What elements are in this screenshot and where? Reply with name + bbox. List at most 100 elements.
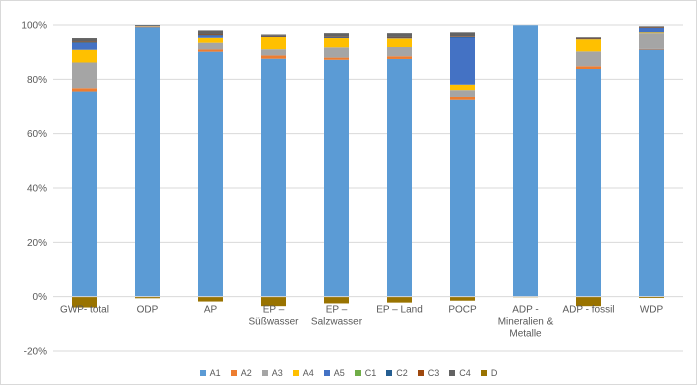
x-tick-label-line: Metalle <box>509 329 542 340</box>
bar-segment-a1 <box>72 91 97 297</box>
bar-segment-c4 <box>639 26 664 28</box>
legend-item: C3 <box>417 368 440 378</box>
legend-item: C1 <box>354 368 377 378</box>
bar-segment-a4 <box>387 38 412 48</box>
x-tick-label: EP – Land <box>376 305 423 316</box>
bar-segment-a4 <box>324 38 349 48</box>
bar-segment-a3 <box>639 33 664 49</box>
x-tick-label-line: POCP <box>448 305 477 316</box>
bar-segment-a5 <box>639 27 664 33</box>
y-axis-ticks: 100% 80% 60% 40% 20% 0% -20% <box>21 21 47 358</box>
legend-swatch <box>230 370 237 376</box>
x-tick-label: EP – Süßwasser <box>248 305 299 328</box>
bar-segment-c3 <box>450 36 475 37</box>
bar-segment-a3 <box>450 90 475 97</box>
x-tick-label: EP – Salzwasser <box>311 305 363 328</box>
y-tick-label: 0% <box>33 292 48 303</box>
legend-swatch <box>199 370 206 376</box>
bar-segment-a1 <box>450 99 475 297</box>
legend-swatch <box>261 370 268 376</box>
x-tick-label-line: GWP- total <box>60 305 109 316</box>
x-tick-label-line: EP – Land <box>376 305 423 316</box>
y-tick-label: 20% <box>27 238 47 249</box>
bar-segment-a2 <box>324 57 349 60</box>
bar-segment-a2 <box>72 88 97 92</box>
bar-segment-c4 <box>450 32 475 37</box>
legend-swatch <box>480 370 487 376</box>
bar-segment-a5 <box>198 35 223 38</box>
x-tick-label-line: EP – <box>263 305 285 316</box>
legend: A1 A2 A3 A4 A5 C1 C2 C3 C4 D <box>1 368 696 378</box>
bar-segment-a4 <box>576 39 601 52</box>
bar-segment-a1 <box>576 69 601 297</box>
bar-segment-c4 <box>576 37 601 39</box>
bar-segment-a2 <box>261 55 286 59</box>
bar-segment-a4 <box>450 84 475 91</box>
bar-segment-a2 <box>387 56 412 59</box>
bar-segment-c2 <box>72 42 97 43</box>
x-tick-label: GWP- total <box>60 305 109 316</box>
bar-segment-d <box>387 296 412 303</box>
y-tick-label: 40% <box>27 184 47 195</box>
x-tick-label: ADP -Mineralien & Metalle <box>498 305 554 340</box>
legend-swatch <box>354 370 361 376</box>
bar-segment-a2 <box>198 49 223 52</box>
legend-label: A2 <box>240 368 252 378</box>
bar-segment-c3 <box>261 35 286 37</box>
bar-segment-a5 <box>72 42 97 50</box>
bar-segment-c3 <box>324 36 349 38</box>
bar-segment-d <box>450 296 475 301</box>
bar-segment-a1 <box>387 58 412 297</box>
bar-segment-c3 <box>576 38 601 39</box>
x-tick-label-line: AP <box>204 305 218 316</box>
bar-segment-d <box>135 296 160 299</box>
legend-label: C2 <box>396 368 408 378</box>
bar-segment-a3 <box>387 47 412 57</box>
bar-segment-a1 <box>198 51 223 297</box>
legend-label: C4 <box>459 368 471 378</box>
legend-label: D <box>490 368 498 378</box>
legend-swatch <box>417 370 424 376</box>
legend-item: A3 <box>261 368 283 378</box>
legend-swatch <box>292 370 299 376</box>
legend-swatch <box>449 370 456 376</box>
bar-segment-a4 <box>72 49 97 63</box>
legend-label: A3 <box>271 368 283 378</box>
x-tick-label: ODP <box>137 305 159 316</box>
bar-segment-a2 <box>576 66 601 70</box>
bar-segment-c4 <box>324 33 349 37</box>
bar-segment-c4 <box>72 38 97 42</box>
bar-segment-a1 <box>135 26 160 297</box>
bar-segment-a5 <box>387 37 412 39</box>
bar-segment-a3 <box>261 49 286 56</box>
bar-segment-a2 <box>450 96 475 100</box>
bar-segment-a1 <box>324 59 349 297</box>
legend-swatch <box>386 370 393 376</box>
bar-segment-a3 <box>324 47 349 58</box>
bar-segment-a4 <box>198 37 223 43</box>
bar-segment-a3 <box>198 42 223 50</box>
x-tick-label-line: WDP <box>640 305 664 316</box>
bar-segment-c4 <box>261 34 286 36</box>
bar-segment-c4 <box>198 30 223 35</box>
bar-segment-a4 <box>261 36 286 50</box>
bar-segment-a1 <box>639 49 664 297</box>
x-tick-label-line: ADP - <box>512 305 539 316</box>
bar-segment-a1 <box>513 25 538 297</box>
legend-label: A4 <box>302 368 314 378</box>
bar-segment-c3 <box>198 34 223 36</box>
x-tick-label: ADP - fossil <box>562 305 614 316</box>
bar-segment-c2 <box>198 35 223 36</box>
bar-segment-a5 <box>450 37 475 85</box>
x-axis-ticks: GWP- total ODP AP EP – Süßwasser EP – Salzwass… <box>60 305 663 340</box>
bar-segment-c3 <box>387 36 412 38</box>
legend-label: C1 <box>364 368 377 378</box>
x-tick-label: WDP <box>640 305 664 316</box>
y-tick-label: 60% <box>27 129 47 140</box>
x-tick-label-line: ODP <box>137 305 159 316</box>
legend-label: C3 <box>427 368 440 378</box>
bar-segment-a2 <box>135 26 160 28</box>
bar-segment-d <box>639 296 664 299</box>
